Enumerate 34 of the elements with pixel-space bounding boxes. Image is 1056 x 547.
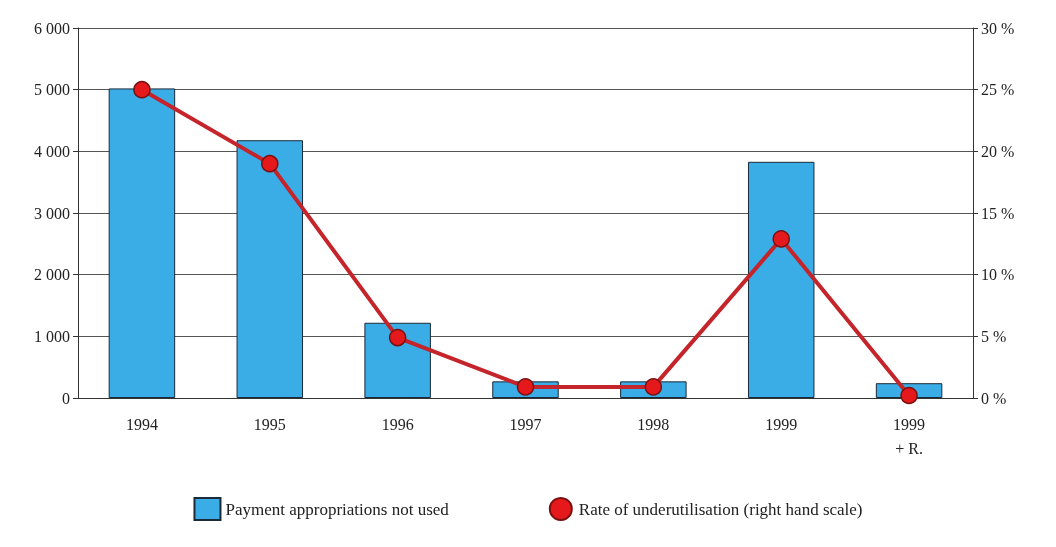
x-tick-label: 1998 [637, 415, 670, 433]
point [772, 230, 790, 248]
y-tick-label: 4 000 [34, 142, 70, 160]
x-tick-label: 1999 [765, 415, 798, 433]
point [516, 378, 535, 396]
x-tick-label: 1996 [381, 415, 414, 433]
point [644, 378, 663, 396]
y-tick-label: 5 000 [34, 81, 70, 99]
y-tick-label: 2 000 [34, 266, 70, 284]
bar [364, 322, 431, 398]
y-tick-label: 3 000 [34, 204, 70, 222]
x-tick-label: 1994 [125, 415, 158, 433]
x-tick-label: 1999 + R. [893, 415, 926, 457]
legend-label: Payment appropriations not used [225, 499, 450, 519]
y-tick-label: 1 000 [34, 327, 70, 345]
y2-tick-label: 0 % [981, 389, 1007, 407]
y-tick-label: 6 000 [34, 19, 70, 37]
bar [108, 88, 176, 398]
bar [747, 161, 815, 398]
point [388, 328, 407, 347]
legend-label: Rate of underutilisation (right hand scale) [578, 499, 863, 519]
y2-tick-label: 20 % [981, 142, 1015, 160]
x-tick-label: 1995 [253, 415, 286, 433]
point [133, 80, 151, 99]
point [261, 154, 279, 173]
y2-tick-label: 30 % [981, 19, 1015, 37]
y2-tick-label: 10 % [981, 266, 1015, 284]
point [900, 386, 918, 405]
x-tick-label: 1997 [509, 415, 542, 433]
y2-tick-label: 15 % [981, 204, 1015, 222]
y2-tick-label: 25 % [981, 81, 1015, 99]
y2-tick-label: 5 % [981, 327, 1007, 345]
bar [236, 140, 304, 398]
y-tick-label: 0 [62, 389, 70, 407]
